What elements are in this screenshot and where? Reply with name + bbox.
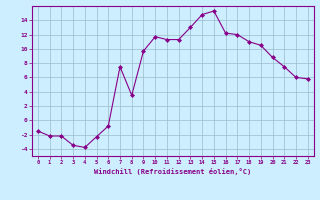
- X-axis label: Windchill (Refroidissement éolien,°C): Windchill (Refroidissement éolien,°C): [94, 168, 252, 175]
